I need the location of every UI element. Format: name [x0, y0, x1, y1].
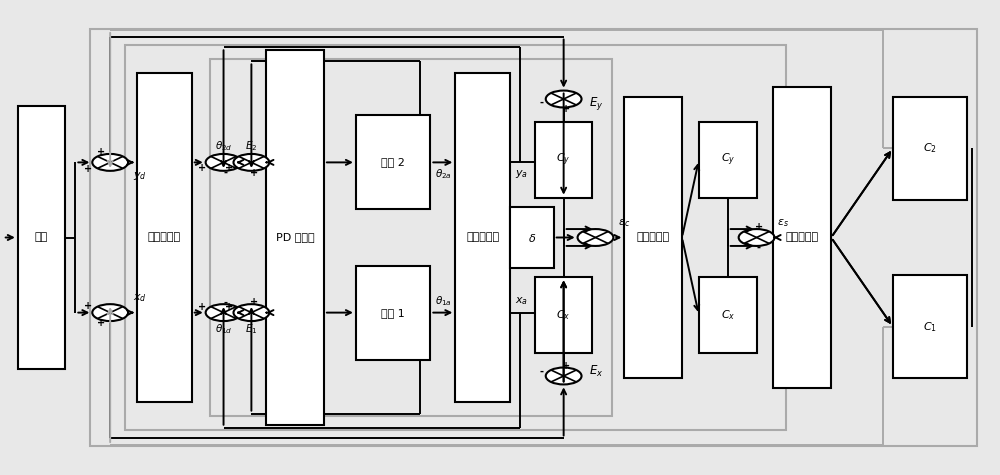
Text: $C_y$: $C_y$ — [556, 152, 571, 168]
Text: +: + — [84, 163, 92, 173]
Bar — [535, 123, 592, 198]
Text: $C_1$: $C_1$ — [923, 320, 937, 333]
Text: $x_d$: $x_d$ — [133, 293, 147, 304]
Bar — [266, 50, 324, 425]
Text: 轮廓控制器: 轮廓控制器 — [637, 232, 670, 243]
Circle shape — [546, 368, 582, 384]
Text: -: - — [540, 367, 544, 377]
Text: -: - — [757, 243, 761, 253]
Text: +: + — [198, 303, 206, 313]
Circle shape — [92, 154, 128, 171]
Bar — [535, 277, 592, 352]
Text: $\theta_{1a}$: $\theta_{1a}$ — [435, 294, 452, 308]
Circle shape — [92, 304, 128, 321]
Text: $\varepsilon_c$: $\varepsilon_c$ — [618, 218, 631, 229]
Circle shape — [233, 154, 269, 171]
Text: +: + — [225, 303, 234, 313]
Text: $\theta_{2a}$: $\theta_{2a}$ — [435, 167, 452, 181]
Text: $E_y$: $E_y$ — [589, 95, 603, 112]
Bar — [510, 207, 554, 268]
Text: $C_x$: $C_x$ — [556, 308, 571, 322]
Text: $\delta$: $\delta$ — [528, 231, 536, 244]
Bar — [125, 45, 786, 430]
Text: 运动学逆解: 运动学逆解 — [148, 232, 181, 243]
Text: $C_x$: $C_x$ — [721, 308, 735, 322]
Text: $y_d$: $y_d$ — [133, 171, 147, 182]
Text: +: + — [97, 147, 105, 157]
Text: $\theta_{2d}$: $\theta_{2d}$ — [215, 139, 232, 153]
Bar — [455, 73, 510, 402]
Text: $E_x$: $E_x$ — [589, 364, 603, 379]
Text: -: - — [224, 297, 228, 307]
Circle shape — [739, 229, 774, 246]
Text: +: + — [225, 162, 234, 172]
Bar — [624, 97, 682, 378]
Circle shape — [546, 91, 582, 107]
Bar — [893, 275, 967, 378]
Text: $C_2$: $C_2$ — [923, 142, 937, 155]
Circle shape — [233, 304, 269, 321]
Circle shape — [578, 229, 613, 246]
Bar — [356, 266, 430, 360]
Bar — [893, 97, 967, 200]
Bar — [699, 277, 757, 352]
Text: $C_y$: $C_y$ — [721, 152, 735, 168]
Text: +: + — [97, 318, 105, 328]
Text: +: + — [562, 361, 570, 370]
Bar — [773, 87, 831, 388]
Text: $y_a$: $y_a$ — [515, 168, 528, 180]
Text: $\varepsilon_s$: $\varepsilon_s$ — [777, 218, 789, 229]
Text: $E_1$: $E_1$ — [245, 322, 258, 336]
Bar — [699, 123, 757, 198]
Text: 同步控制器: 同步控制器 — [786, 232, 819, 243]
Text: +: + — [84, 302, 92, 312]
Bar — [210, 59, 612, 416]
Text: 关节 1: 关节 1 — [381, 308, 405, 318]
Text: PD 控制器: PD 控制器 — [276, 232, 314, 243]
Text: +: + — [562, 104, 570, 114]
Bar — [356, 115, 430, 209]
Circle shape — [206, 304, 241, 321]
Bar — [137, 73, 192, 402]
Text: $x_a$: $x_a$ — [515, 295, 528, 307]
Text: 运动学正解: 运动学正解 — [466, 232, 499, 243]
Text: +: + — [250, 297, 258, 307]
Text: 关节 2: 关节 2 — [381, 157, 405, 167]
Text: 插补: 插补 — [35, 232, 48, 243]
Text: -: - — [540, 98, 544, 108]
Circle shape — [206, 154, 241, 171]
Text: -: - — [224, 168, 228, 178]
Bar — [18, 106, 65, 369]
Text: $\theta_{1d}$: $\theta_{1d}$ — [215, 322, 232, 336]
Bar — [90, 28, 977, 446]
Text: +: + — [198, 162, 206, 172]
Text: $E_2$: $E_2$ — [245, 139, 258, 153]
Text: +: + — [755, 222, 763, 232]
Text: +: + — [250, 168, 258, 178]
